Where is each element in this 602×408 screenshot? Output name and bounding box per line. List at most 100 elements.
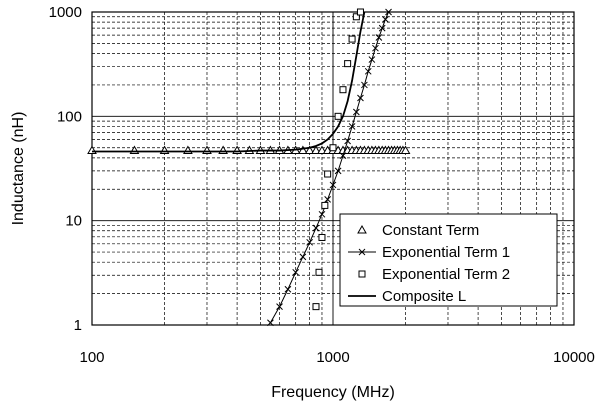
data-point-stroke [292,268,300,276]
data-point [368,56,376,63]
series-3 [312,8,364,311]
plot-area-frame [91,11,575,326]
data-point-stroke [361,81,368,89]
data-point [329,181,337,189]
data-point [400,145,411,155]
data-point [304,145,315,155]
series-line [269,11,389,324]
legend: Constant Term Exponential Term 1 Exponenti… [339,213,558,307]
data-point [276,303,283,310]
x-tick-label: 100 [79,349,104,366]
series-layer [87,8,411,327]
legend-label: Composite L [382,288,466,305]
data-point-stroke [364,67,372,75]
data-point [315,268,323,276]
data-point [356,8,364,16]
data-point [348,123,356,130]
data-point [353,108,360,116]
data-point-stroke [378,24,386,32]
data-point [321,201,329,209]
data-point [334,112,342,120]
data-point [378,24,386,32]
data-point-stroke [358,248,366,256]
data-point [218,145,228,155]
data-point-stroke [334,167,342,175]
tick-labels: 100 1000 10000 1 10 100 1000 [49,4,595,366]
data-point-stroke [385,8,392,16]
data-point [382,16,389,23]
data-point [312,303,320,311]
data-point [339,86,347,94]
y-tick-label: 10 [65,213,82,230]
data-point [358,248,366,256]
y-tick-label: 1000 [49,4,82,21]
data-point [317,145,327,155]
y-tick-label: 1 [74,317,82,334]
data-point-stroke [312,224,320,232]
x-axis-label: Frequency (MHz) [271,384,395,401]
series-4 [92,11,366,153]
data-point [324,196,331,203]
data-point-stroke [372,44,379,52]
data-point-stroke [368,56,376,63]
data-point [364,67,372,75]
data-point [344,60,352,68]
legend-item: Exponential Term 2 [358,266,510,283]
data-point-stroke [324,196,331,203]
data-point [385,8,392,16]
data-point [334,167,342,175]
data-point [318,210,326,218]
data-point [306,238,313,246]
data-point-stroke [353,108,360,116]
data-point [352,13,360,21]
data-point-stroke [357,94,364,102]
data-point [284,285,292,293]
data-point [344,137,351,145]
series-line [92,11,366,153]
data-point [324,170,332,178]
legend-label: Exponential Term 1 [382,244,510,261]
series-2 [267,8,392,327]
legend-item: Constant Term [357,222,479,239]
x-tick-label: 10000 [553,349,595,366]
legend-label: Constant Term [382,222,479,239]
data-point [299,253,307,261]
legend-box [339,213,558,307]
data-point [358,270,366,278]
data-point [372,44,379,52]
data-point [357,224,367,234]
legend-label: Exponential Term 2 [382,266,510,283]
data-point-stroke [306,238,313,246]
data-point-stroke [344,137,351,145]
data-point-stroke [329,181,337,189]
data-point [292,268,300,276]
data-point [318,233,326,241]
data-point [375,34,383,41]
x-tick-label: 1000 [316,349,349,366]
legend-item: Exponential Term 1 [348,244,510,261]
data-point-stroke [382,16,389,23]
data-point [298,145,308,155]
data-point [339,152,347,159]
data-point [267,319,274,327]
data-point-stroke [276,303,283,310]
data-point [357,94,364,102]
data-point-stroke [348,123,356,130]
y-tick-label: 100 [57,108,82,125]
data-point-stroke [375,34,383,41]
data-point [348,35,356,43]
data-point-stroke [318,210,326,218]
y-axis-label: Inductance (nH) [10,112,27,226]
data-point [183,145,193,155]
data-point-stroke [299,253,307,261]
data-point [361,81,368,89]
data-point [329,144,337,152]
series-1 [87,145,411,155]
data-point-stroke [339,152,347,159]
data-point-stroke [267,319,274,327]
data-point [312,224,320,232]
data-point [311,145,321,155]
data-point-stroke [284,285,292,293]
legend-item: Composite L [348,288,466,305]
